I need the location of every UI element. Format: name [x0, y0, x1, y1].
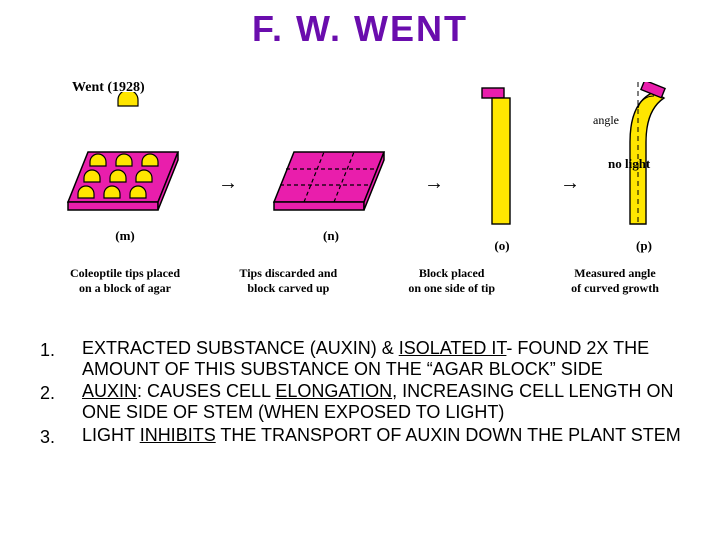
panel-m-svg [60, 92, 190, 222]
list-number: 2. [40, 381, 82, 422]
panel-letter-m: (m) [115, 228, 135, 244]
list-item: 2.AUXIN: CAUSES CELL ELONGATION, INCREAS… [40, 381, 690, 422]
panel-n: (n) [266, 92, 396, 244]
nolight-label: no light [608, 156, 650, 172]
caption-m: Coleoptile tips placedon a block of agar [50, 266, 200, 296]
angle-label: angle [593, 113, 619, 128]
list-item: 3.LIGHT INHIBITS THE TRANSPORT OF AUXIN … [40, 425, 690, 448]
arrow-2: → [424, 142, 444, 195]
page-title: F. W. WENT [0, 8, 720, 50]
list-number: 1. [40, 338, 82, 379]
diagram-row: (m) → (n) → (o) → [60, 98, 680, 238]
panel-letter-p: (p) [636, 238, 652, 254]
panel-o-svg [472, 82, 532, 232]
panel-letter-n: (n) [323, 228, 339, 244]
caption-n: Tips discarded andblock carved up [213, 266, 363, 296]
panel-o: (o) [472, 82, 532, 254]
caption-p: Measured angleof curved growth [540, 266, 690, 296]
list-number: 3. [40, 425, 82, 448]
panel-letter-o: (o) [494, 238, 509, 254]
list-item: 1.EXTRACTED SUBSTANCE (AUXIN) & ISOLATED… [40, 338, 690, 379]
list-text: LIGHT INHIBITS THE TRANSPORT OF AUXIN DO… [82, 425, 681, 448]
caption-o: Block placedon one side of tip [377, 266, 527, 296]
arrow-3: → [560, 142, 580, 195]
panel-m: (m) [60, 92, 190, 244]
captions-row: Coleoptile tips placedon a block of agar… [50, 266, 690, 296]
arrow-1: → [218, 142, 238, 195]
panel-n-svg [266, 92, 396, 222]
list-text: EXTRACTED SUBSTANCE (AUXIN) & ISOLATED I… [82, 338, 690, 379]
notes-list: 1.EXTRACTED SUBSTANCE (AUXIN) & ISOLATED… [40, 338, 690, 450]
list-text: AUXIN: CAUSES CELL ELONGATION, INCREASIN… [82, 381, 690, 422]
